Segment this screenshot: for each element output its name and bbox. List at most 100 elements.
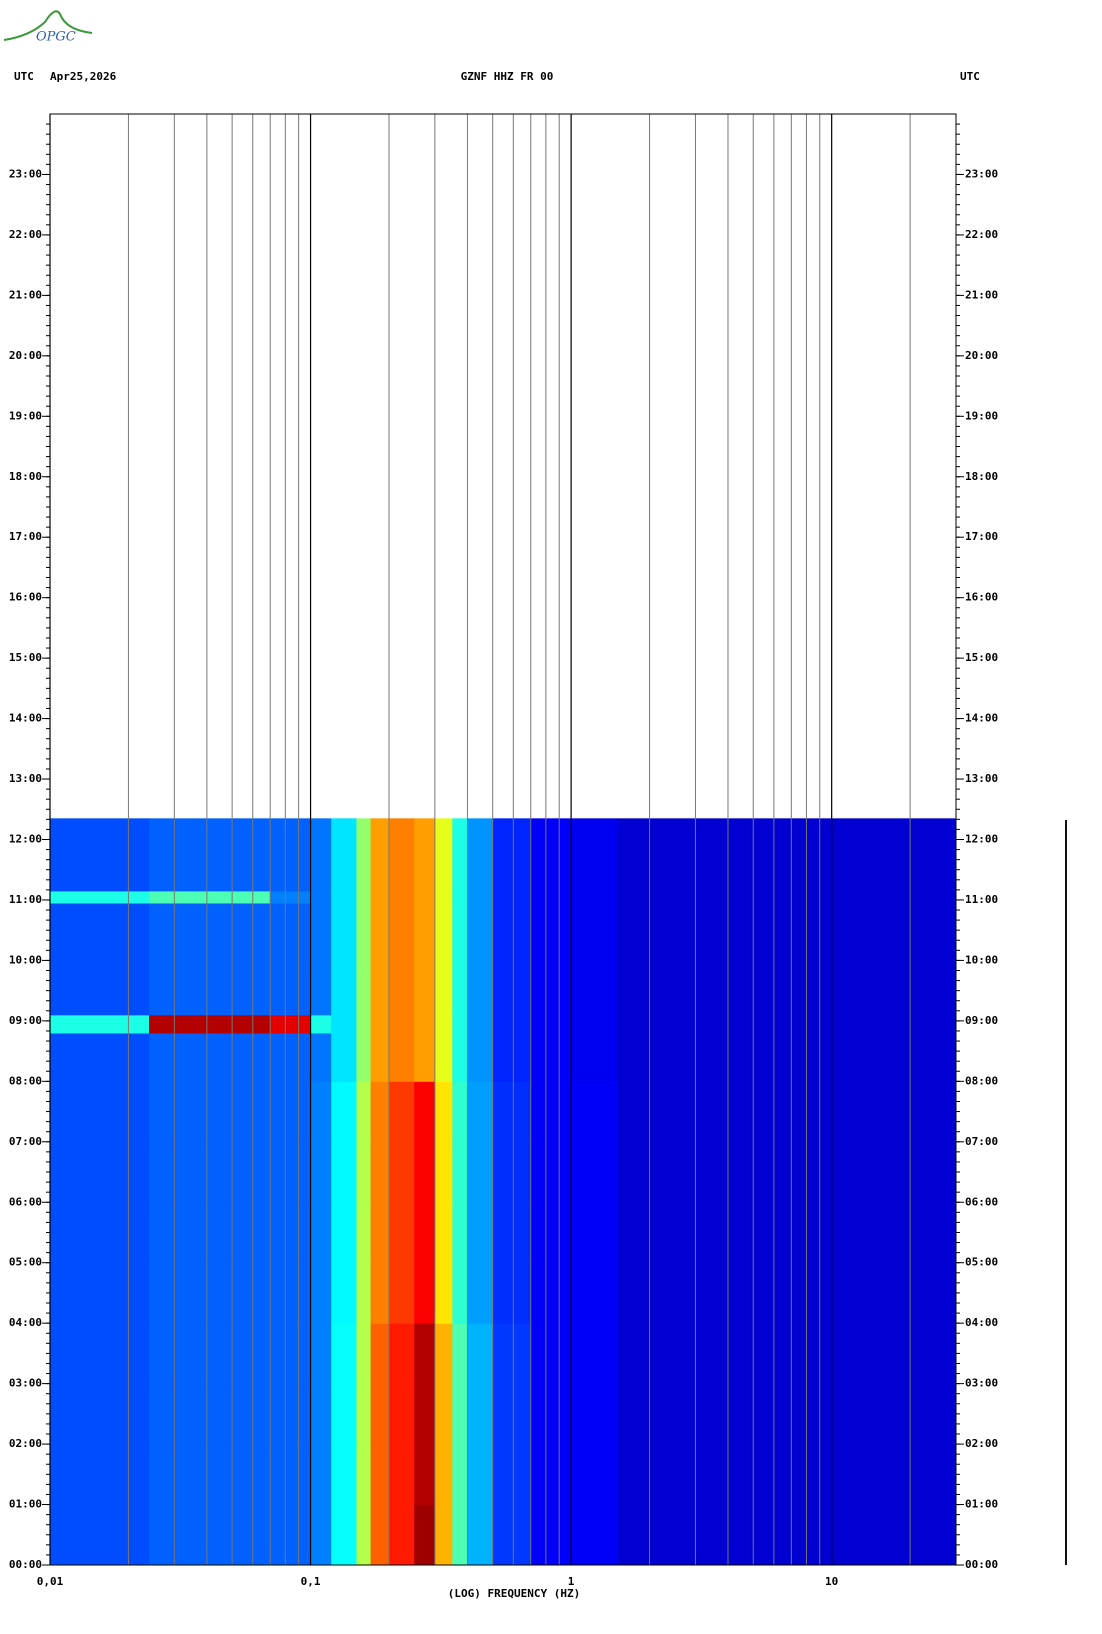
spectrogram-cell xyxy=(331,1081,357,1143)
spectrogram-cell xyxy=(452,818,468,892)
spectrogram-cell xyxy=(452,1141,468,1203)
spectrogram-cell xyxy=(388,1383,415,1445)
y-tick-label-right: 08:00 xyxy=(965,1074,998,1087)
spectrogram-cell xyxy=(149,1014,233,1034)
spectrogram-cell xyxy=(388,1141,415,1203)
spectrogram-cell xyxy=(370,1262,390,1324)
spectrogram-cell xyxy=(617,1014,957,1034)
y-tick-label-right: 17:00 xyxy=(965,530,998,543)
spectrogram-cell xyxy=(310,1444,332,1506)
spectrogram-cell xyxy=(50,1014,150,1034)
x-tick-label: 10 xyxy=(825,1575,838,1588)
spectrogram-cell xyxy=(356,1202,372,1264)
spectrogram-cell xyxy=(414,1383,436,1445)
spectrogram-cell xyxy=(50,1081,150,1143)
spectrogram-cell xyxy=(434,1202,453,1264)
spectrogram-cell xyxy=(530,1032,572,1082)
spectrogram-cell xyxy=(414,818,436,892)
spectrogram-cell xyxy=(270,890,312,904)
spectrogram-cell xyxy=(467,1323,494,1385)
spectrogram-cell xyxy=(434,1141,453,1203)
spectrogram-cell xyxy=(331,1444,357,1506)
chart-title: GZNF HHZ FR 00 xyxy=(461,70,554,83)
spectrogram-cell xyxy=(356,1014,372,1034)
spectrogram-cell xyxy=(149,1383,233,1445)
spectrogram-cell xyxy=(388,1323,415,1385)
spectrogram-cell xyxy=(370,902,390,961)
spectrogram-cell xyxy=(388,1444,415,1506)
spectrogram-cell xyxy=(388,902,415,961)
logo-text: OPGC xyxy=(36,30,76,45)
spectrogram-cell xyxy=(388,1081,415,1143)
x-tick-label: 0,1 xyxy=(301,1575,321,1588)
spectrogram-cell xyxy=(270,818,312,892)
spectrogram-cell xyxy=(310,1323,332,1385)
spectrogram-cell xyxy=(149,1032,233,1082)
y-tick-label-right: 14:00 xyxy=(965,712,998,725)
spectrogram-cell xyxy=(414,1014,436,1034)
y-tick-label-right: 07:00 xyxy=(965,1135,998,1148)
spectrogram-cell xyxy=(617,1504,957,1566)
y-tick-label-left: 15:00 xyxy=(9,651,42,664)
spectrogram-cell xyxy=(571,1202,618,1264)
spectrogram-cell xyxy=(571,1032,618,1082)
spectrogram-cell xyxy=(331,1202,357,1264)
spectrogram-cell xyxy=(149,1504,233,1566)
spectrogram-cell xyxy=(149,902,233,961)
spectrogram-cell xyxy=(50,890,150,904)
spectrogram-cell xyxy=(617,1141,957,1203)
spectrogram-cell xyxy=(434,902,453,961)
spectrogram-cell xyxy=(310,890,332,904)
spectrogram-cell xyxy=(370,1323,390,1385)
spectrogram-cell xyxy=(356,1323,372,1385)
y-tick-label-left: 23:00 xyxy=(9,167,42,180)
spectrogram-cell xyxy=(388,1014,415,1034)
y-tick-label-left: 00:00 xyxy=(9,1558,42,1571)
spectrogram-cell xyxy=(571,1323,618,1385)
y-tick-label-right: 19:00 xyxy=(965,409,998,422)
spectrogram-cell xyxy=(434,1014,453,1034)
spectrogram-cell xyxy=(617,1202,957,1264)
spectrogram-cell xyxy=(149,1323,233,1385)
spectrogram-cell xyxy=(370,1444,390,1506)
spectrogram-cell xyxy=(414,1032,436,1082)
spectrogram-cell xyxy=(452,1323,468,1385)
spectrogram-cell xyxy=(530,1202,572,1264)
logo: OPGC xyxy=(3,10,93,45)
spectrogram-cell xyxy=(331,902,357,961)
y-tick-label-right: 02:00 xyxy=(965,1437,998,1450)
y-tick-label-right: 11:00 xyxy=(965,893,998,906)
spectrogram-cell xyxy=(530,1383,572,1445)
y-tick-label-right: 22:00 xyxy=(965,228,998,241)
spectrogram-cell xyxy=(530,1081,572,1143)
spectrogram-cell xyxy=(434,1323,453,1385)
spectrogram-cell xyxy=(530,818,572,892)
spectrogram-cell xyxy=(414,1323,436,1385)
y-tick-label-left: 07:00 xyxy=(9,1135,42,1148)
y-tick-label-left: 14:00 xyxy=(9,712,42,725)
spectrogram-cell xyxy=(571,902,618,961)
spectrogram-cell xyxy=(530,890,572,904)
spectrogram-cell xyxy=(149,890,233,904)
spectrogram-cell xyxy=(50,902,150,961)
spectrogram-cell xyxy=(232,1323,271,1385)
spectrogram-cell xyxy=(492,1081,532,1143)
spectrogram-cell xyxy=(50,1032,150,1082)
spectrogram-cell xyxy=(270,1141,312,1203)
spectrogram-cell xyxy=(356,902,372,961)
spectrogram-cell xyxy=(310,1032,332,1082)
spectrogram-cell xyxy=(356,1081,372,1143)
y-tick-label-left: 12:00 xyxy=(9,833,42,846)
spectrogram-cell xyxy=(452,1504,468,1566)
spectrogram-cell xyxy=(467,1032,494,1082)
y-tick-label-right: 15:00 xyxy=(965,651,998,664)
spectrogram-cell xyxy=(617,818,957,892)
spectrogram-cell xyxy=(149,1444,233,1506)
spectrogram-cell xyxy=(434,1032,453,1082)
spectrogram-cell xyxy=(310,1262,332,1324)
y-tick-label-right: 13:00 xyxy=(965,772,998,785)
spectrogram-cell xyxy=(310,960,332,1016)
spectrogram-cell xyxy=(492,902,532,961)
spectrogram-cell xyxy=(452,1262,468,1324)
spectrogram-cell xyxy=(492,1323,532,1385)
